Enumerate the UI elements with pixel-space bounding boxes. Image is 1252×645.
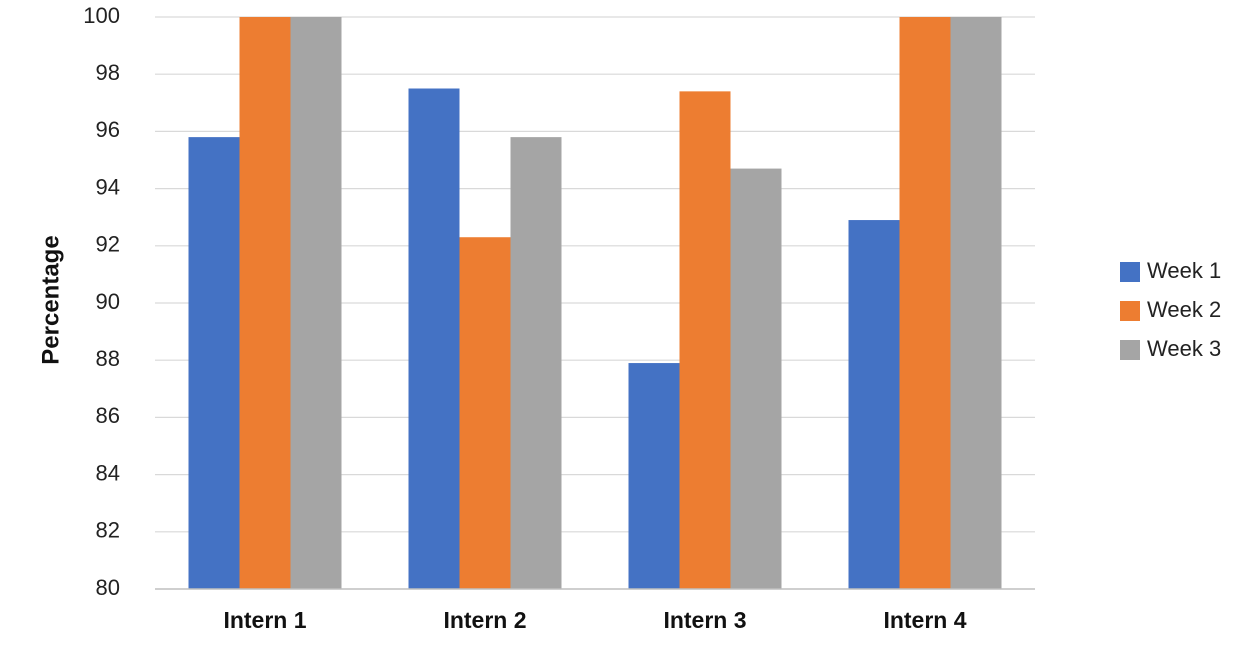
legend-label: Week 1 bbox=[1147, 258, 1221, 283]
x-tick-label: Intern 3 bbox=[663, 607, 746, 633]
bar-intern-2-week-1 bbox=[408, 88, 460, 589]
legend-swatch bbox=[1120, 301, 1140, 321]
y-axis-title: Percentage bbox=[37, 235, 64, 364]
y-axis-ticks: 80 82 84 86 88 90 92 94 96 98 100 bbox=[83, 3, 120, 600]
x-axis: Intern 1 Intern 2 Intern 3 Intern 4 bbox=[155, 588, 1035, 633]
bar-intern-2-week-3 bbox=[510, 137, 562, 589]
bar-intern-3-week-3 bbox=[730, 168, 782, 589]
bar-intern-1-week-3 bbox=[290, 17, 342, 589]
y-tick-label: 90 bbox=[96, 289, 120, 314]
legend-label: Week 3 bbox=[1147, 336, 1221, 361]
bar-intern-1-week-1 bbox=[188, 137, 240, 589]
bar-intern-2-week-2 bbox=[459, 237, 511, 589]
y-tick-label: 84 bbox=[96, 460, 120, 485]
y-tick-label: 98 bbox=[96, 60, 120, 85]
y-tick-label: 96 bbox=[96, 117, 120, 142]
x-tick-label: Intern 4 bbox=[883, 607, 966, 633]
bars bbox=[188, 17, 1002, 590]
bar-intern-3-week-1 bbox=[628, 363, 680, 589]
legend-swatch bbox=[1120, 340, 1140, 360]
bar-intern-4-week-3 bbox=[950, 17, 1002, 589]
y-tick-label: 88 bbox=[96, 346, 120, 371]
x-tick-label: Intern 1 bbox=[223, 607, 306, 633]
legend: Week 1 Week 2 Week 3 bbox=[1120, 258, 1221, 361]
y-tick-label: 86 bbox=[96, 403, 120, 428]
y-tick-label: 82 bbox=[96, 518, 120, 543]
bar-intern-4-week-1 bbox=[848, 220, 900, 589]
y-tick-label: 94 bbox=[96, 174, 120, 199]
y-tick-label: 80 bbox=[96, 575, 120, 600]
x-tick-label: Intern 2 bbox=[443, 607, 526, 633]
bar-intern-3-week-2 bbox=[679, 91, 731, 590]
bar-intern-1-week-2 bbox=[239, 17, 291, 589]
y-tick-label: 92 bbox=[96, 232, 120, 257]
y-tick-label: 100 bbox=[83, 3, 120, 28]
legend-label: Week 2 bbox=[1147, 297, 1221, 322]
bar-intern-4-week-2 bbox=[899, 17, 951, 589]
legend-swatch bbox=[1120, 262, 1140, 282]
